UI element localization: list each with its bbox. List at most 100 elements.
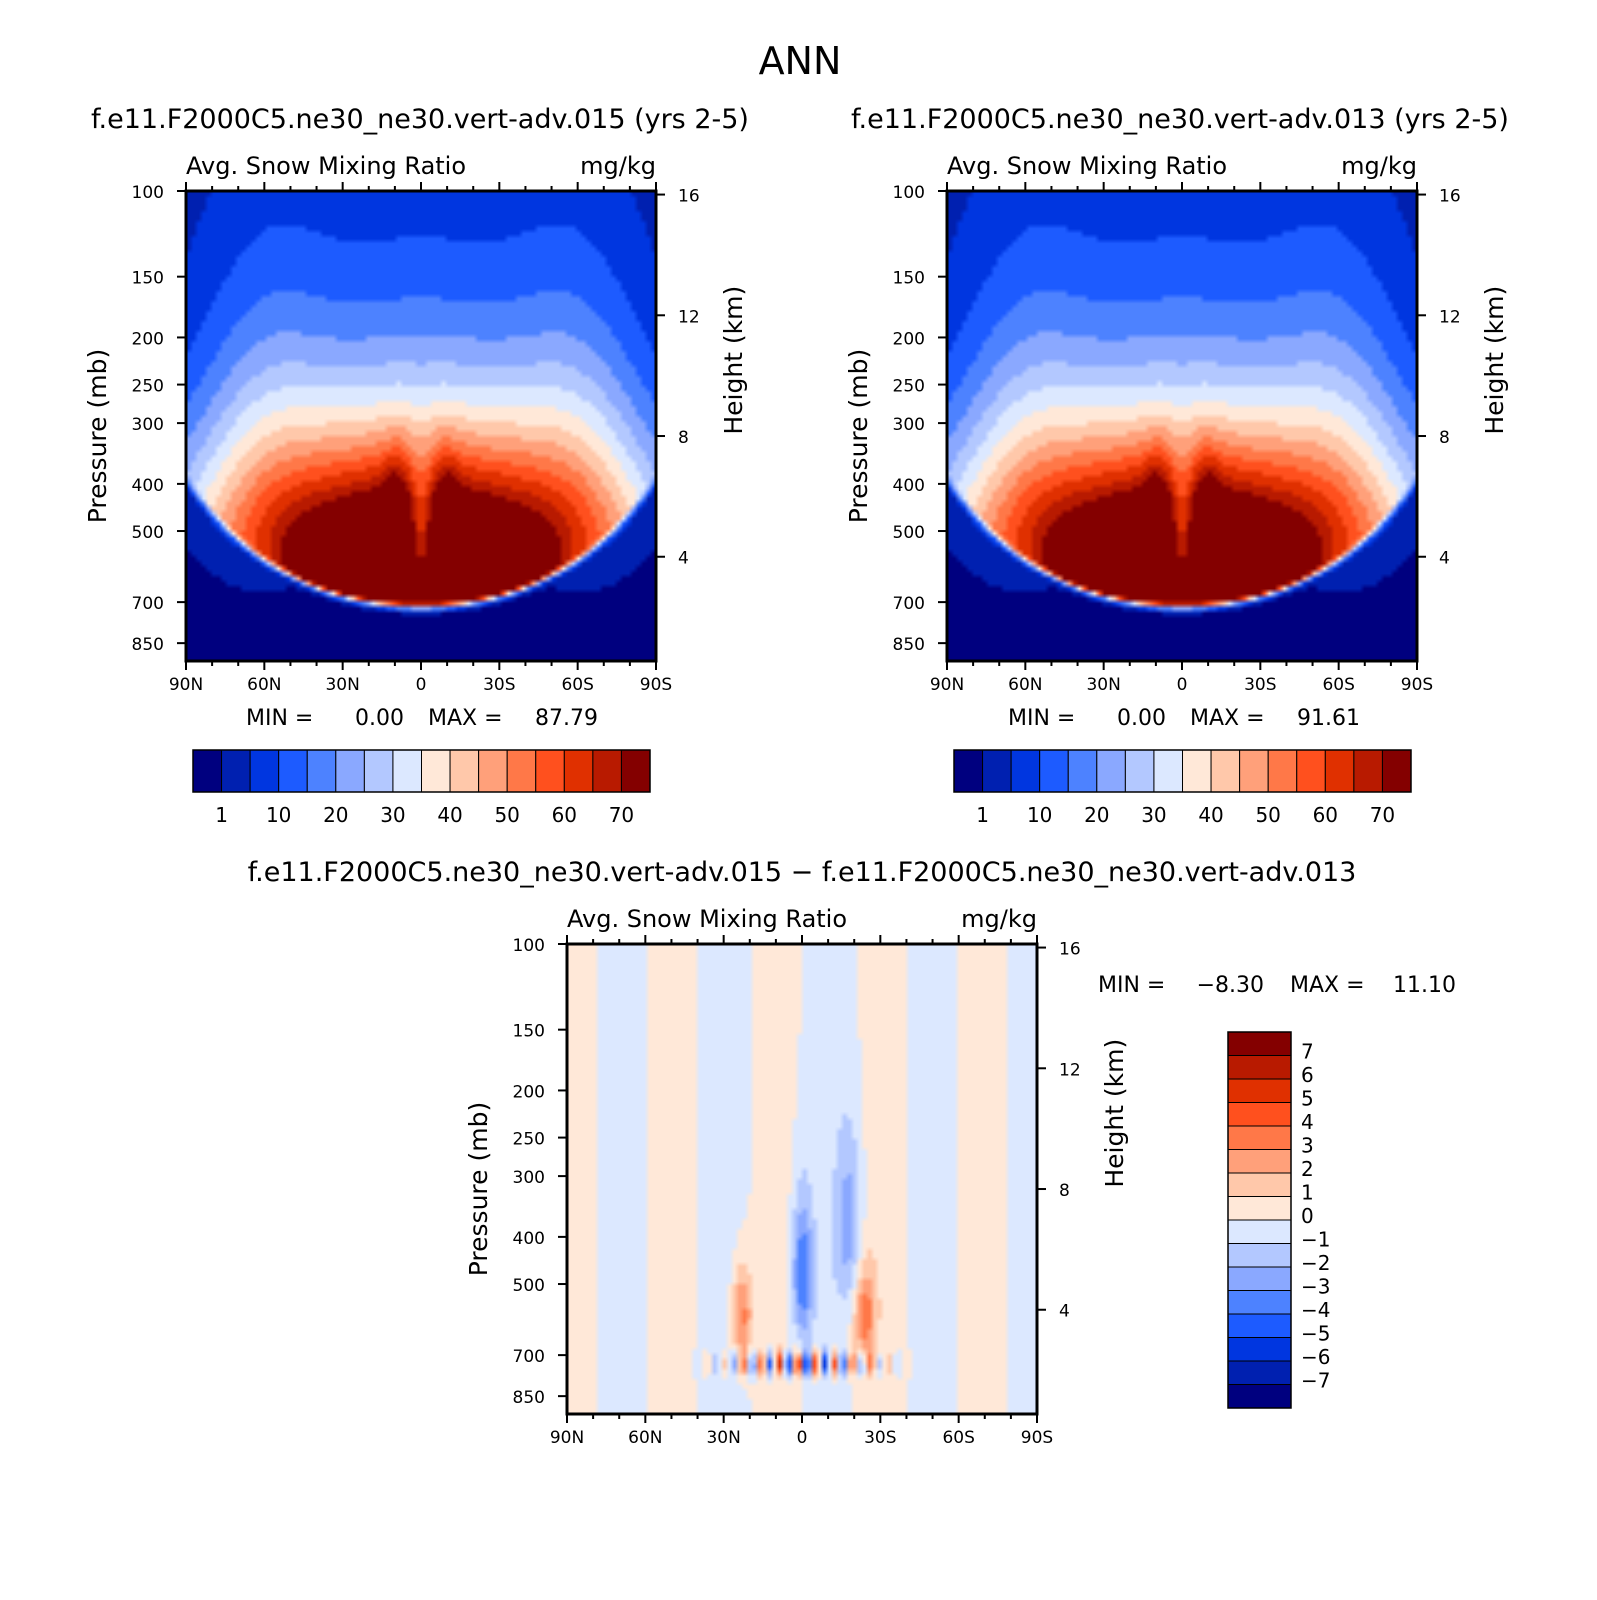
y-tick-label: 250 (893, 377, 925, 397)
colorbar-box (1227, 1266, 1292, 1291)
chart-panel-1: f.e11.F2000C5.ne30_ne30.vert-adv.015 (yr… (83, 104, 749, 827)
y-tick-label: 400 (893, 476, 925, 496)
x-tick-label: 90N (550, 1428, 584, 1448)
variable-label: Avg. Snow Mixing Ratio (186, 152, 466, 180)
x-tick-label: 60S (1322, 675, 1354, 695)
colorbar-frame (192, 749, 651, 793)
x-tick-label: 0 (416, 675, 427, 695)
units-label: mg/kg (1341, 152, 1417, 180)
colorbar-box (1227, 1313, 1292, 1338)
y2-tick-label: 12 (1439, 307, 1461, 327)
colorbar-label: 40 (437, 803, 462, 827)
x-tick-label: 90S (640, 675, 672, 695)
colorbar-box (982, 749, 1012, 793)
y2-tick-label: 4 (1059, 1302, 1070, 1322)
min-label: MIN = (1008, 706, 1075, 731)
colorbar-box (1227, 1243, 1292, 1268)
y-tick-label: 300 (513, 1168, 545, 1188)
x-tick-label: 60S (561, 675, 593, 695)
y-axis-title: Pressure (mb) (844, 349, 873, 523)
colorbar-box (1353, 749, 1383, 793)
colorbar-label: −5 (1301, 1322, 1330, 1346)
y-tick-label: 400 (132, 476, 164, 496)
colorbar-label: 10 (1027, 803, 1052, 827)
colorbar-box (278, 749, 308, 793)
chart-panel-3: f.e11.F2000C5.ne30_ne30.vert-adv.015 − f… (248, 857, 1456, 1448)
colorbar-box (592, 749, 622, 793)
colorbar-box (1227, 1055, 1292, 1080)
colorbar-frame (1227, 1031, 1292, 1409)
colorbar-box (1096, 749, 1126, 793)
max-value: 11.10 (1393, 973, 1456, 998)
y-tick-label: 150 (513, 1022, 545, 1042)
colorbar-box (1381, 749, 1412, 793)
colorbar-label: 3 (1301, 1134, 1314, 1158)
colorbar-box (392, 749, 422, 793)
x-tick-label: 60S (942, 1428, 974, 1448)
colorbar-label: 40 (1198, 803, 1223, 827)
y2-tick-label: 16 (1439, 187, 1461, 207)
colorbar-label: 60 (1313, 803, 1338, 827)
contour-field (947, 191, 1417, 661)
y-tick-label: 150 (132, 269, 164, 289)
colorbar-label: −1 (1301, 1228, 1330, 1252)
colorbar-label: −2 (1301, 1251, 1330, 1275)
y2-tick-label: 8 (1439, 428, 1450, 448)
colorbar-label: 10 (266, 803, 291, 827)
x-tick-label: 90N (930, 675, 964, 695)
colorbar-label: 50 (1255, 803, 1280, 827)
colorbar-box (1324, 749, 1355, 793)
colorbar-box (249, 749, 280, 793)
y-tick-label: 850 (513, 1388, 545, 1408)
y2-tick-label: 4 (1439, 549, 1450, 569)
colorbar-label: 30 (380, 803, 405, 827)
colorbar-box (1239, 749, 1269, 793)
x-tick-label: 30N (1086, 675, 1120, 695)
colorbar-box (449, 749, 480, 793)
y2-tick-label: 8 (678, 428, 689, 448)
colorbar-box (421, 749, 451, 793)
min-label: MIN = (1098, 973, 1165, 998)
colorbar-label: 6 (1301, 1063, 1314, 1087)
colorbar-box (1227, 1219, 1292, 1244)
variable-label: Avg. Snow Mixing Ratio (567, 905, 847, 933)
y-tick-label: 700 (132, 594, 164, 614)
colorbar: 1 10 20 30 40 50 60 70 (192, 749, 651, 827)
max-label: MAX = (1290, 973, 1365, 998)
x-tick-label: 30S (483, 675, 515, 695)
colorbar-label: −6 (1301, 1345, 1330, 1369)
colorbar-label: 70 (1370, 803, 1395, 827)
colorbar-label: 2 (1301, 1157, 1314, 1181)
colorbar-label: 50 (494, 803, 519, 827)
colorbar-label: 70 (609, 803, 634, 827)
y2-tick-label: 8 (1059, 1181, 1070, 1201)
x-tick-label: 90S (1401, 675, 1433, 695)
colorbar-box (1010, 749, 1041, 793)
min-value: 0.00 (355, 706, 404, 731)
colorbar-label: 20 (323, 803, 348, 827)
colorbar-box (535, 749, 565, 793)
y-tick-label: 400 (513, 1229, 545, 1249)
colorbar-box (1227, 1196, 1292, 1221)
chart-panel-2: f.e11.F2000C5.ne30_ne30.vert-adv.013 (yr… (844, 104, 1509, 827)
colorbar-box (306, 749, 337, 793)
y-tick-label: 150 (893, 269, 925, 289)
colorbar-box (1227, 1031, 1292, 1056)
x-tick-label: 30S (864, 1428, 896, 1448)
colorbar-box (563, 749, 594, 793)
colorbar-label: 20 (1084, 803, 1109, 827)
x-tick-label: 0 (797, 1428, 808, 1448)
colorbar-box (363, 749, 394, 793)
y-tick-label: 300 (132, 415, 164, 435)
figure-title: ANN (759, 39, 842, 83)
variable-label: Avg. Snow Mixing Ratio (947, 152, 1227, 180)
units-label: mg/kg (961, 905, 1037, 933)
max-label: MAX = (428, 706, 503, 731)
x-tick-label: 60N (628, 1428, 662, 1448)
colorbar-label: 4 (1301, 1110, 1314, 1134)
max-value: 91.61 (1297, 706, 1360, 731)
colorbar-frame (953, 749, 1412, 793)
y-tick-label: 300 (893, 415, 925, 435)
y-tick-label: 250 (513, 1130, 545, 1150)
y-tick-label: 850 (132, 635, 164, 655)
